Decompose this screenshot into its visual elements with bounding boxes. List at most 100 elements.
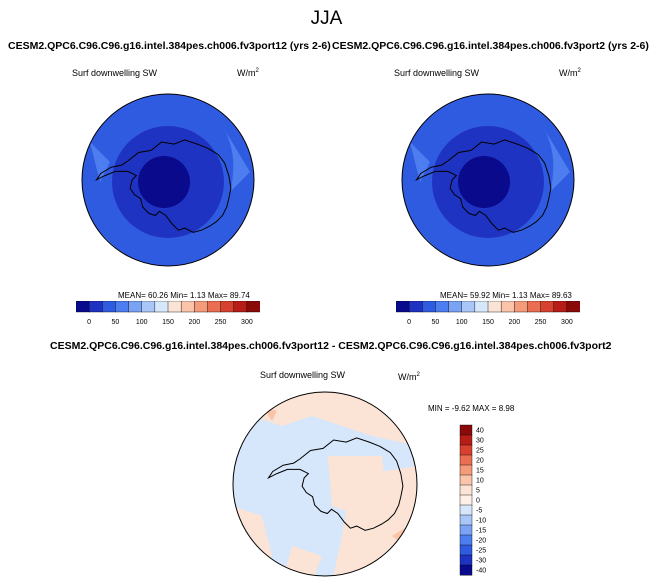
- colorbar-swatch: [459, 554, 473, 566]
- colorbar-swatch: [448, 301, 463, 313]
- colorbar-label: 100: [456, 319, 468, 326]
- panel-1-units: W/m2: [237, 68, 259, 78]
- panel-1-stats: MEAN= 60.26 Min= 1.13 Max= 89.74: [118, 291, 250, 300]
- colorbar-label: -30: [476, 558, 486, 565]
- colorbar-label: 250: [215, 319, 227, 326]
- panel-2-title: CESM2.QPC6.C96.C96.g16.intel.384pes.ch00…: [332, 40, 649, 52]
- colorbar-swatch: [459, 544, 473, 556]
- colorbar-swatch: [88, 301, 103, 313]
- colorbar-swatch: [220, 301, 235, 313]
- colorbar-label: 0: [407, 319, 411, 326]
- panel-1-map: [81, 93, 255, 267]
- panel-3-title: CESM2.QPC6.C96.C96.g16.intel.384pes.ch00…: [50, 340, 612, 352]
- colorbar-swatch: [459, 524, 473, 536]
- antarctica-outline: [267, 437, 404, 531]
- colorbar-label: 200: [188, 319, 200, 326]
- colorbar-label: 200: [508, 319, 520, 326]
- colorbar-label: 40: [476, 428, 484, 435]
- colorbar-label: 300: [241, 319, 253, 326]
- colorbar-label: 250: [535, 319, 547, 326]
- colorbar-label: -10: [476, 518, 486, 525]
- colorbar-label: -25: [476, 548, 486, 555]
- colorbar-swatch: [115, 301, 130, 313]
- colorbar-label: 150: [162, 319, 174, 326]
- colorbar-swatch: [553, 301, 568, 313]
- colorbar-swatch: [459, 424, 473, 436]
- polar-field: [138, 156, 190, 208]
- colorbar-swatch: [500, 301, 515, 313]
- colorbar-swatch: [459, 454, 473, 466]
- colorbar-swatch: [566, 301, 580, 313]
- panel-2-stats: MEAN= 59.92 Min= 1.13 Max= 89.63: [440, 291, 572, 300]
- panel-3-map: [232, 391, 418, 577]
- colorbar-swatch: [422, 301, 436, 313]
- panel-3-stats: MIN = -9.62 MAX = 8.98: [428, 404, 515, 413]
- panel-3-colorbar: 40 30 25 20 15 10 5 0 -5 -10 -15 -20 -25 -30 -40: [459, 424, 486, 576]
- panel-2-variable: Surf downwelling SW: [394, 68, 480, 78]
- colorbar-swatch: [459, 534, 473, 546]
- colorbar-swatch: [459, 484, 473, 496]
- colorbar-label: 50: [432, 319, 440, 326]
- colorbar-label: 300: [561, 319, 573, 326]
- colorbar-swatch: [246, 301, 260, 313]
- colorbar-label: -40: [476, 568, 486, 575]
- colorbar-swatch: [435, 301, 450, 313]
- field-patch: [540, 122, 570, 192]
- colorbar-swatch: [459, 464, 473, 476]
- panel-2-colorbar: 050100150200250300350: [396, 301, 580, 326]
- colorbar-label: -15: [476, 528, 486, 535]
- panel-1-title: CESM2.QPC6.C96.C96.g16.intel.384pes.ch00…: [8, 40, 331, 52]
- colorbar-swatch: [461, 301, 476, 313]
- panel-1-colorbar: 050100150200250300350: [76, 301, 260, 326]
- field-patch: [90, 142, 110, 182]
- colorbar-swatch: [514, 301, 528, 313]
- positive-anomaly: [328, 456, 387, 516]
- panel-2-units: W/m2: [559, 68, 581, 78]
- colorbar-swatch: [207, 301, 222, 313]
- colorbar-label: 10: [476, 478, 484, 485]
- season-title: JJA: [310, 8, 343, 29]
- colorbar-swatch: [76, 301, 90, 313]
- colorbar-label: 25: [476, 448, 484, 455]
- colorbar-swatch: [540, 301, 555, 313]
- field-patch: [410, 142, 430, 182]
- colorbar-swatch: [154, 301, 169, 313]
- colorbar-swatch: [408, 301, 423, 313]
- colorbar-swatch: [141, 301, 156, 313]
- colorbar-swatch: [459, 434, 473, 446]
- colorbar-swatch: [194, 301, 208, 313]
- polar-field: [458, 156, 510, 208]
- colorbar-swatch: [459, 504, 473, 516]
- colorbar-swatch: [459, 564, 473, 576]
- colorbar-swatch: [459, 474, 473, 486]
- colorbar-label: -5: [476, 508, 482, 515]
- colorbar-swatch: [128, 301, 143, 313]
- field-patch: [220, 122, 250, 192]
- colorbar-swatch: [487, 301, 502, 313]
- colorbar-swatch: [527, 301, 542, 313]
- colorbar-swatch: [459, 494, 473, 506]
- colorbar-swatch: [459, 514, 473, 526]
- colorbar-label: 50: [112, 319, 120, 326]
- colorbar-label: 20: [476, 458, 484, 465]
- panel-1-variable: Surf downwelling SW: [72, 68, 158, 78]
- colorbar-swatch: [233, 301, 248, 313]
- colorbar-swatch: [396, 301, 410, 313]
- colorbar-label: 100: [136, 319, 148, 326]
- colorbar-label: 150: [482, 319, 494, 326]
- colorbar-label: 0: [476, 498, 480, 505]
- colorbar-label: -20: [476, 538, 486, 545]
- colorbar-label: 5: [476, 488, 480, 495]
- colorbar-swatch: [167, 301, 182, 313]
- panel-3-variable: Surf downwelling SW: [260, 370, 346, 380]
- colorbar-swatch: [180, 301, 195, 313]
- colorbar-swatch: [474, 301, 489, 313]
- panel-2-map: [401, 93, 575, 267]
- colorbar-label: 0: [87, 319, 91, 326]
- colorbar-label: 30: [476, 438, 484, 445]
- antarctica-outline: [415, 139, 552, 233]
- antarctica-outline: [95, 139, 232, 233]
- panel-3-units: W/m2: [398, 372, 420, 382]
- colorbar-swatch: [102, 301, 116, 313]
- colorbar-label: 15: [476, 468, 484, 475]
